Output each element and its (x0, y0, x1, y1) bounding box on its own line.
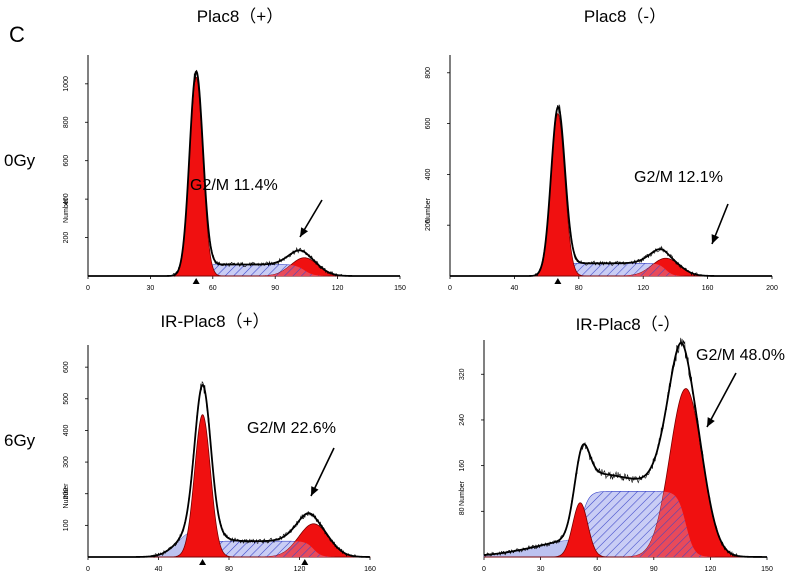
x-tick-label: 120 (332, 285, 344, 292)
chart-title: Plac8（-） (584, 7, 666, 26)
raw-histogram-line (483, 337, 767, 558)
y-tick-label: 400 (63, 193, 70, 205)
chart-title: Plac8（+） (197, 7, 283, 26)
y-tick-label: 200 (63, 232, 70, 244)
histogram-ir-plac8-positive: IR-Plac8（+） 0 40 80 120 160 100 200 300 400 500 600… (63, 312, 376, 573)
y-tick-label: 100 (63, 519, 70, 531)
y-tick-label: 400 (425, 168, 432, 180)
x-tick-label: 60 (209, 285, 217, 292)
y-tick-label: 500 (63, 393, 70, 405)
y-tick-label: 80 (459, 507, 466, 515)
chart-title: IR-Plac8（+） (160, 312, 269, 331)
peak-marker-triangle (554, 278, 562, 284)
histogram-plac8-negative: Plac8（-） 0 40 80 120 160 200 200 400 600 800 Number… (425, 7, 778, 292)
x-tick-label: 0 (482, 566, 486, 573)
panel-letter: C (9, 22, 25, 47)
x-tick-label: 40 (511, 285, 519, 292)
x-tick-label: 0 (86, 566, 90, 573)
chart-title: IR-Plac8（-） (576, 315, 681, 334)
g1-peak-area (450, 112, 772, 277)
x-tick-label: 200 (766, 285, 778, 292)
raw-histogram-line (450, 104, 772, 277)
y-axis-label: Number (63, 483, 70, 509)
x-tick-label: 120 (294, 566, 306, 573)
raw-histogram-line (88, 381, 370, 559)
y-tick-label: 400 (63, 424, 70, 436)
row-label-6gy: 6Gy (4, 431, 36, 450)
y-tick-label: 200 (63, 488, 70, 500)
x-tick-label: 40 (155, 566, 163, 573)
x-tick-label: 150 (761, 566, 773, 573)
y-tick-label: 800 (63, 116, 70, 128)
x-tick-label: 80 (225, 566, 233, 573)
y-tick-label: 240 (459, 414, 466, 426)
model-fit-curve (88, 383, 370, 558)
s-g2-overlap-area (88, 541, 370, 557)
x-tick-label: 120 (705, 566, 717, 573)
y-axis-label: Number (63, 197, 70, 223)
peak-marker-triangle (301, 559, 309, 565)
raw-histogram-line (88, 70, 400, 278)
g2m-annotation: G2/M 22.6% (247, 420, 336, 437)
x-tick-label: 80 (575, 285, 583, 292)
x-tick-label: 90 (650, 566, 658, 573)
y-axis-label: Number (459, 480, 466, 506)
x-tick-label: 0 (86, 285, 90, 292)
s-phase-area (450, 263, 772, 277)
annotation-arrow-shaft (706, 372, 737, 428)
x-tick-label: 120 (637, 285, 649, 292)
y-axis-label: Number (425, 197, 432, 223)
g2m-annotation: G2/M 48.0% (696, 347, 785, 364)
x-tick-label: 30 (537, 566, 545, 573)
x-tick-label: 90 (271, 285, 279, 292)
annotation-arrow-head (311, 486, 319, 496)
y-tick-label: 160 (459, 460, 466, 472)
annotation-arrow-head (707, 417, 715, 427)
peak-marker-triangle (192, 278, 200, 284)
x-tick-label: 160 (702, 285, 714, 292)
x-tick-label: 0 (448, 285, 452, 292)
y-tick-label: 200 (425, 219, 432, 231)
annotation-arrow-head (300, 227, 309, 237)
annotation-arrow-head (711, 234, 720, 244)
y-tick-label: 320 (459, 368, 466, 380)
histogram-ir-plac8-negative: IR-Plac8（-） 0 30 60 90 120 150 80 160 240 320 Numbe… (459, 315, 785, 573)
peak-marker-triangle (199, 559, 207, 565)
y-tick-label: 1000 (63, 76, 70, 92)
y-tick-label: 600 (63, 361, 70, 373)
x-tick-label: 30 (147, 285, 155, 292)
y-tick-label: 800 (425, 67, 432, 79)
x-tick-label: 60 (593, 566, 601, 573)
g2m-annotation: G2/M 11.4% (190, 177, 278, 194)
g2m-annotation: G2/M 12.1% (634, 169, 723, 186)
model-fit-curve (450, 105, 772, 277)
y-tick-label: 300 (63, 456, 70, 468)
x-tick-label: 160 (364, 566, 376, 573)
y-tick-label: 600 (425, 118, 432, 130)
x-tick-label: 150 (394, 285, 406, 292)
histogram-plac8-positive: Plac8（+） 0 30 60 90 120 150 200 400 600 800 1000 Num… (63, 7, 406, 292)
row-label-0gy: 0Gy (4, 151, 36, 170)
model-fit-curve (88, 69, 400, 277)
y-tick-label: 600 (63, 155, 70, 167)
